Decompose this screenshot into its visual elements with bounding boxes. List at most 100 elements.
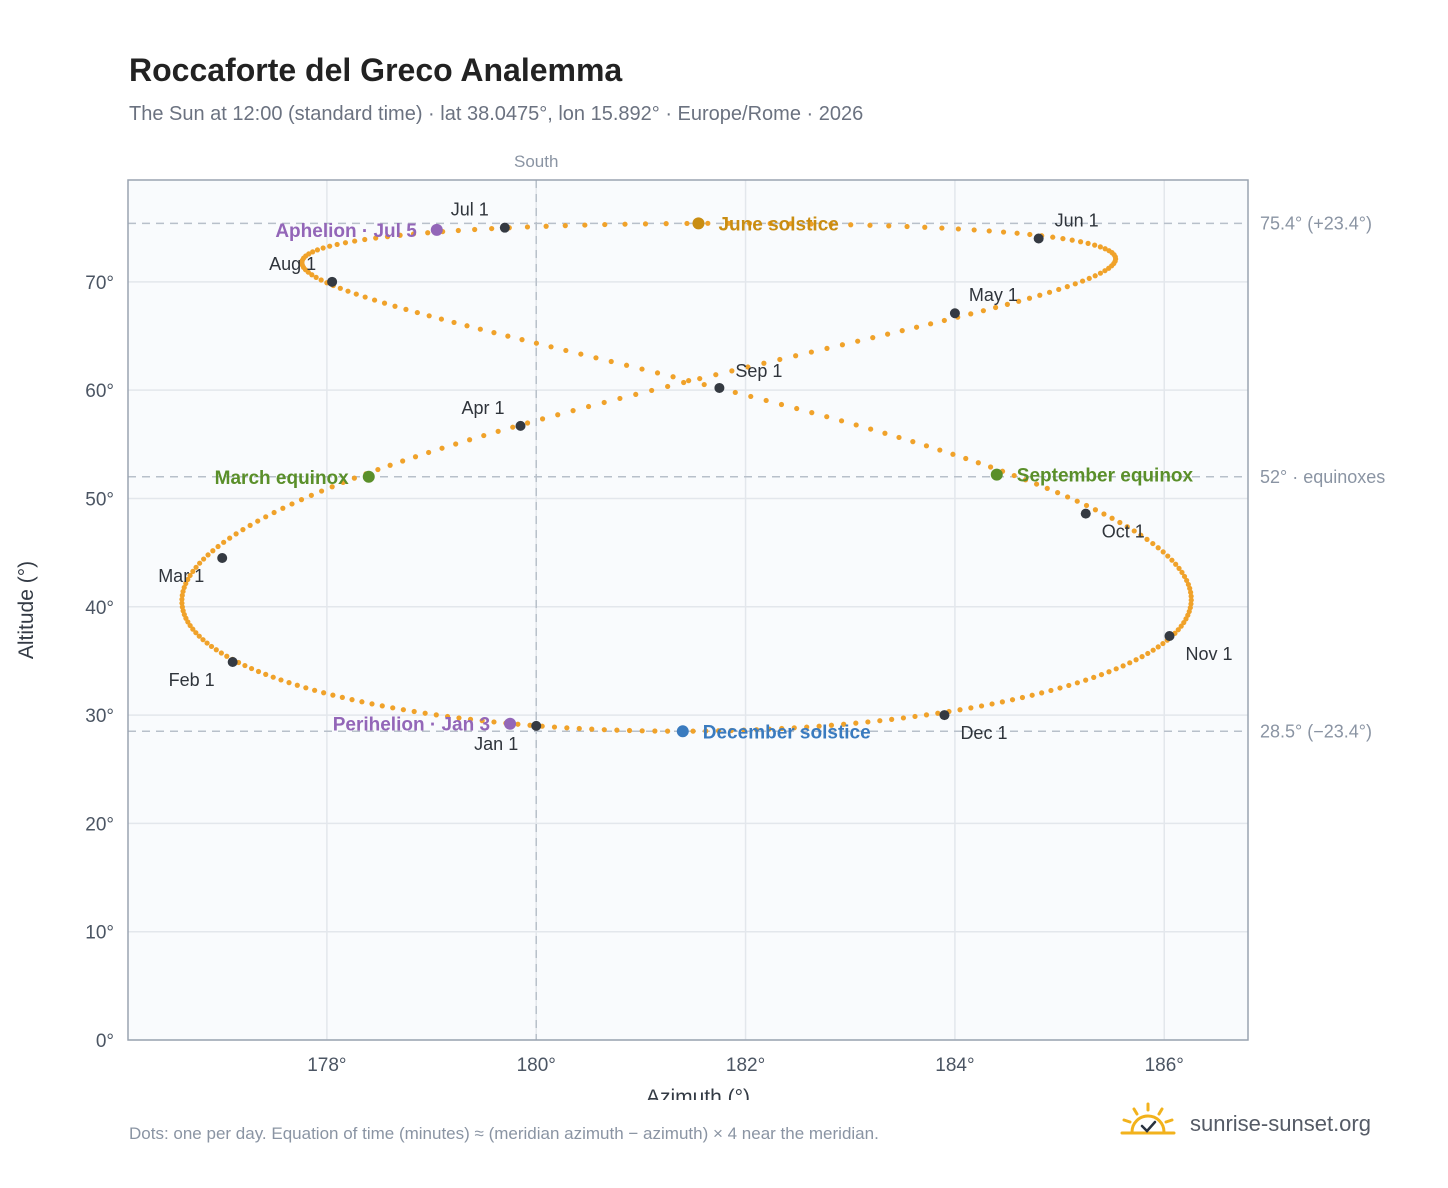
chart-subtitle: The Sun at 12:00 (standard time) · lat 3… (129, 103, 864, 125)
daily-dot (438, 316, 445, 322)
daily-dot (412, 454, 419, 460)
reference-line-label: 28.5° (−23.4°) (1260, 721, 1372, 741)
daily-dot (855, 338, 861, 344)
daily-dot (968, 705, 974, 711)
x-tick-label: 180° (517, 1055, 556, 1076)
daily-dot (515, 721, 521, 727)
month-marker (217, 553, 228, 564)
daily-dot (865, 719, 871, 725)
daily-dot (340, 479, 346, 486)
daily-dot (957, 707, 963, 713)
daily-dot (886, 223, 892, 229)
daily-dot (939, 225, 945, 231)
brand-name: sunrise-sunset.org (1190, 1111, 1371, 1136)
daily-dot (715, 728, 722, 734)
brand-logo[interactable]: sunrise-sunset.org (1120, 1100, 1400, 1150)
month-marker (531, 720, 542, 731)
daily-dot (1009, 697, 1016, 703)
daily-dot (729, 368, 735, 374)
daily-dot (808, 221, 814, 227)
daily-dot (371, 297, 378, 303)
event-marker (692, 217, 705, 230)
daily-dot (308, 492, 314, 498)
daily-dot (975, 460, 981, 466)
daily-dot (390, 705, 396, 711)
daily-dot (899, 328, 905, 334)
daily-dot (763, 397, 769, 404)
daily-dot (481, 432, 487, 439)
daily-dot (1138, 532, 1144, 538)
daily-dot (489, 225, 495, 232)
reference-line-label: 75.4° (+23.4°) (1260, 213, 1372, 233)
daily-dot (491, 330, 497, 336)
month-marker (939, 710, 950, 721)
daily-dot (379, 703, 385, 709)
daily-dot (941, 317, 947, 324)
daily-dot (318, 277, 324, 283)
daily-dot (190, 626, 196, 632)
y-tick-label: 0° (96, 1031, 114, 1052)
daily-dot (987, 464, 994, 470)
daily-dot (548, 344, 554, 350)
daily-dot (313, 274, 319, 280)
daily-dot (183, 580, 189, 587)
y-tick-label: 70° (85, 273, 114, 294)
daily-dot (788, 221, 794, 227)
daily-dot (746, 220, 753, 226)
daily-dot (904, 223, 910, 230)
daily-dot (1060, 236, 1066, 242)
daily-dot (664, 728, 671, 734)
daily-dot (403, 306, 409, 312)
daily-dot (255, 518, 261, 524)
daily-dot (562, 223, 568, 229)
daily-dot (320, 245, 326, 251)
daily-dot (642, 221, 649, 227)
daily-dot (422, 710, 428, 716)
daily-dot (318, 488, 325, 494)
daily-dot (1033, 481, 1040, 487)
event-label: Aphelion · Jul 5 (275, 221, 417, 242)
daily-dot (633, 391, 639, 398)
daily-dot (392, 303, 398, 309)
daily-dot (204, 640, 210, 646)
daily-dot (400, 707, 406, 713)
daily-dot (397, 232, 403, 238)
daily-dot (585, 403, 592, 410)
daily-dot (639, 366, 645, 372)
x-tick-label: 178° (307, 1055, 346, 1076)
daily-dot (1113, 666, 1119, 672)
daily-dot (1092, 507, 1099, 513)
daily-dots (179, 220, 1194, 734)
daily-dot (280, 505, 286, 511)
event-label: September equinox (1017, 466, 1194, 487)
daily-dot (179, 596, 185, 602)
daily-dot (330, 692, 336, 698)
daily-dot (1074, 498, 1080, 504)
daily-dot (1026, 295, 1033, 301)
daily-dot (697, 375, 703, 382)
month-marker (515, 420, 526, 431)
daily-dot (286, 680, 292, 686)
daily-dot (426, 449, 432, 456)
event-marker (504, 717, 517, 730)
daily-dot (623, 362, 630, 368)
daily-dot (278, 677, 284, 683)
daily-dot (1004, 301, 1010, 307)
daily-dot (582, 222, 588, 228)
daily-dot (900, 715, 906, 721)
daily-dot (314, 247, 321, 253)
event-marker (430, 223, 443, 236)
daily-dot (240, 527, 246, 533)
daily-dot (877, 718, 883, 724)
daily-dot (451, 319, 457, 326)
daily-dot (1102, 246, 1108, 252)
plot-background (128, 180, 1248, 1040)
daily-dot (761, 360, 767, 366)
daily-dot (1169, 557, 1175, 563)
y-tick-label: 10° (85, 923, 114, 944)
daily-dot (467, 437, 473, 443)
daily-dot (593, 355, 599, 361)
daily-dot (923, 443, 930, 449)
month-marker (227, 656, 238, 667)
daily-dot (910, 439, 916, 445)
